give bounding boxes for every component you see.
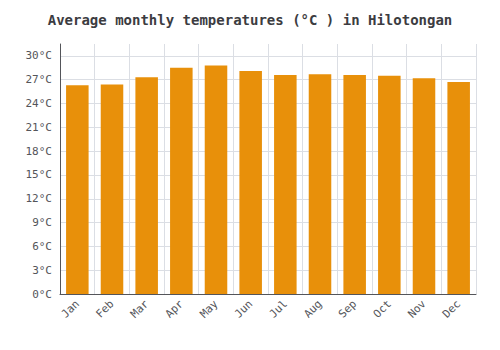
svg-text:Average monthly temperatures (: Average monthly temperatures (°C ) in Hi… (48, 12, 453, 28)
svg-text:Jan: Jan (59, 297, 82, 320)
svg-text:Dec: Dec (440, 297, 463, 320)
svg-text:Aug: Aug (301, 297, 324, 320)
svg-text:9°C: 9°C (32, 216, 52, 229)
svg-text:Jun: Jun (232, 297, 255, 320)
svg-text:21°C: 21°C (26, 121, 53, 134)
svg-text:Mar: Mar (128, 297, 151, 320)
svg-text:30°C: 30°C (26, 49, 53, 62)
svg-text:Nov: Nov (405, 297, 428, 320)
svg-text:12°C: 12°C (26, 192, 53, 205)
svg-text:Feb: Feb (93, 297, 116, 320)
svg-text:24°C: 24°C (26, 97, 53, 110)
svg-text:Apr: Apr (163, 297, 186, 320)
svg-text:6°C: 6°C (32, 240, 52, 253)
svg-text:May: May (197, 297, 220, 320)
svg-text:27°C: 27°C (26, 73, 53, 86)
svg-text:15°C: 15°C (26, 168, 53, 181)
svg-text:Oct: Oct (371, 297, 394, 320)
svg-text:18°C: 18°C (26, 145, 53, 158)
svg-text:0°C: 0°C (32, 288, 52, 301)
svg-text:3°C: 3°C (32, 264, 52, 277)
svg-text:Jul: Jul (267, 297, 290, 320)
svg-text:Sep: Sep (336, 297, 359, 320)
